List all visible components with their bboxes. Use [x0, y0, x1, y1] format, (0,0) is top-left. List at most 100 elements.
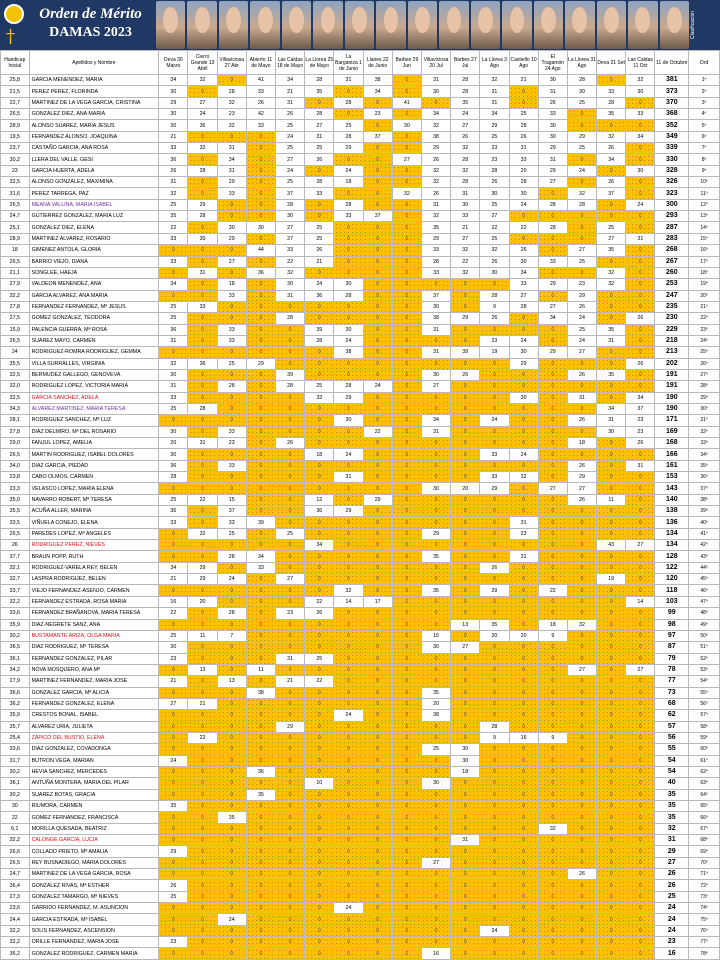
score: 0 [420, 731, 452, 745]
photo [156, 1, 186, 49]
score: 32 [508, 471, 539, 484]
score: 0 [304, 754, 335, 767]
handicap: 36,2 [0, 697, 30, 711]
handicap: 32,2 [0, 924, 30, 938]
score: 0 [304, 879, 335, 892]
score: 30 [537, 119, 568, 132]
total: 168 [654, 436, 690, 450]
score: 0 [508, 573, 539, 586]
score: 0 [216, 663, 247, 677]
score: 25 [158, 300, 189, 314]
rank: 23º [688, 323, 720, 336]
score: 0 [508, 482, 539, 495]
score: 0 [479, 879, 510, 892]
score: 0 [304, 641, 335, 654]
score: 25 [304, 221, 335, 234]
score: 0 [508, 96, 539, 110]
score: 31 [275, 96, 306, 110]
score: 0 [537, 675, 568, 688]
score: 0 [187, 255, 218, 268]
score: 0 [304, 573, 335, 586]
score: 0 [245, 346, 277, 359]
score: 0 [420, 765, 452, 779]
player-name: GUTIERREZ GONZALEZ, MARIA LUZ [28, 210, 160, 223]
player-name: FERNANDEZ BRAÑANOVA, MARIA TERESA [28, 607, 160, 620]
score: 0 [362, 289, 393, 302]
score: 0 [187, 584, 218, 597]
score: 0 [391, 561, 422, 575]
score: 0 [245, 391, 277, 404]
score: 24 [450, 108, 481, 121]
photo [628, 1, 658, 49]
score: 41 [391, 96, 422, 110]
table-row: 35,5 ACUÑA ALLER, MARINA 36 0 37 0 0 36 29 0 0 0 0 0 0… [0, 505, 720, 518]
score: 0 [333, 890, 364, 904]
event-header: Deva 30 Marzo [158, 50, 189, 75]
score: 30 [333, 323, 364, 336]
score: 0 [362, 799, 393, 813]
score: 28 [216, 380, 247, 393]
rank: 10º [688, 176, 720, 189]
score: 31 [450, 187, 481, 200]
score: 0 [537, 436, 568, 450]
score: 25 [596, 221, 627, 234]
score: 0 [596, 198, 627, 212]
score: 31 [537, 85, 568, 98]
score: 0 [508, 323, 539, 336]
column-header: Ord [688, 50, 720, 75]
score: 0 [625, 697, 656, 711]
score: 0 [391, 731, 422, 745]
score: 0 [391, 890, 422, 904]
handicap: 36,1 [0, 777, 30, 790]
score: 0 [391, 232, 422, 246]
score: 0 [625, 368, 656, 382]
score: 0 [479, 834, 510, 847]
score: 0 [158, 902, 189, 915]
score: 0 [625, 176, 656, 189]
handicap: 28,1 [0, 414, 30, 427]
score: 0 [187, 516, 218, 529]
handicap: 27,9 [0, 278, 30, 291]
score: 0 [508, 924, 539, 938]
event-header: Las Caldas 18 de Mayo [275, 50, 306, 75]
table-row: 27,5 GOMEZ GONZALEZ, TEODORA 25 0 0 0 28 0 0 0 0 38… [0, 312, 720, 325]
score: 0 [216, 368, 247, 382]
score: 0 [537, 811, 568, 824]
total: 328 [654, 164, 690, 178]
score: 24 [479, 414, 510, 427]
score: 0 [245, 799, 277, 813]
photos [155, 0, 690, 50]
table-row: 36,4 GONZALEZ RIVAS, Mª ESTHER 26 0 0 0 0 0 0 0 0 0… [0, 879, 720, 892]
column-header: 11 de Octubre [654, 50, 690, 75]
score: 27 [596, 232, 627, 246]
score: 0 [596, 380, 627, 393]
brand: † Orden de Mérito DAMAS 2023 [0, 0, 155, 50]
score: 0 [216, 868, 247, 881]
handicap: 29,0 [0, 436, 30, 450]
score: 0 [333, 573, 364, 586]
score: 0 [566, 221, 598, 234]
score: 30 [333, 414, 364, 427]
score: 30 [158, 119, 189, 132]
score: 25 [275, 119, 306, 132]
rank: 50º [688, 629, 720, 643]
score: 30 [158, 425, 189, 439]
column-header: Apellidos y Nombre [28, 50, 160, 75]
score: 39 [245, 516, 277, 529]
player-name: BARRIO VIEJO, DIANA [28, 255, 160, 268]
score: 0 [304, 561, 335, 575]
score: 0 [362, 924, 393, 938]
score: 0 [187, 879, 218, 892]
total: 120 [654, 573, 690, 586]
score: 0 [596, 788, 627, 802]
score: 0 [187, 641, 218, 654]
score: 0 [450, 652, 481, 665]
player-name: DIAZ RODRIGUEZ, Mª TERESA [28, 641, 160, 654]
score: 0 [508, 459, 539, 473]
table-body: 25,8 GARCIA MENENDEZ, MARIA 34 32 0 41 34 28 31 3… [0, 73, 720, 960]
score: 0 [304, 924, 335, 938]
score: 16 [420, 947, 452, 960]
score: 0 [362, 709, 393, 722]
score: 30 [158, 108, 189, 121]
score: 0 [245, 595, 277, 609]
